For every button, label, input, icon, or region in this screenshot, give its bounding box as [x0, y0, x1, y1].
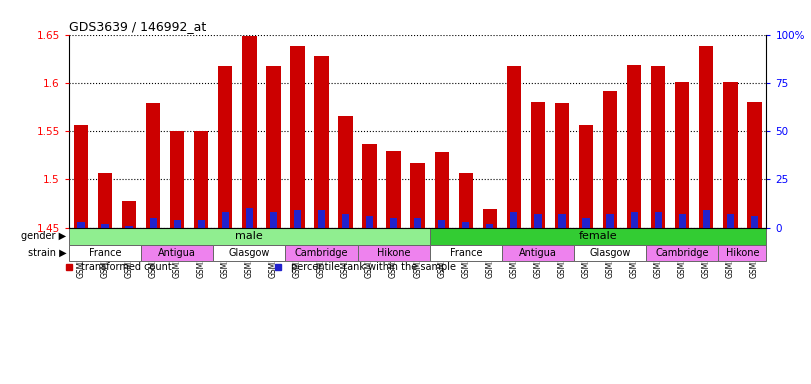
Bar — [198, 220, 205, 228]
Text: Cambridge: Cambridge — [294, 248, 348, 258]
Bar — [699, 46, 714, 228]
Bar — [146, 103, 161, 228]
Bar — [558, 214, 565, 228]
Bar — [747, 102, 762, 228]
Bar — [507, 66, 521, 228]
Bar — [122, 200, 136, 228]
Bar — [627, 65, 642, 228]
Bar — [141, 245, 213, 261]
Bar — [314, 56, 328, 228]
Bar — [719, 245, 766, 261]
Bar — [410, 163, 425, 228]
Bar — [555, 103, 569, 228]
Text: gender ▶: gender ▶ — [21, 232, 67, 242]
Bar — [579, 125, 593, 228]
Bar — [342, 214, 349, 228]
Bar — [675, 82, 689, 228]
Bar — [366, 216, 373, 228]
Text: Antigua: Antigua — [158, 248, 196, 258]
Bar — [502, 245, 574, 261]
Bar — [414, 218, 421, 228]
Bar — [77, 222, 84, 228]
Bar — [358, 245, 430, 261]
Text: strain ▶: strain ▶ — [28, 248, 67, 258]
Text: male: male — [235, 232, 264, 242]
Bar — [462, 222, 470, 228]
Bar — [126, 226, 133, 228]
Bar — [727, 214, 734, 228]
Bar — [751, 216, 758, 228]
Bar — [221, 212, 229, 228]
Bar — [438, 220, 445, 228]
Bar — [69, 228, 430, 245]
Bar — [69, 245, 141, 261]
Bar — [607, 214, 614, 228]
Bar — [651, 66, 665, 228]
Bar — [285, 245, 358, 261]
Bar — [149, 218, 157, 228]
Text: female: female — [579, 232, 617, 242]
Bar — [246, 209, 253, 228]
Bar — [270, 212, 277, 228]
Bar — [679, 214, 686, 228]
Bar — [435, 152, 449, 228]
Bar — [318, 210, 325, 228]
Bar — [386, 151, 401, 228]
Text: France: France — [449, 248, 482, 258]
Bar — [98, 173, 112, 228]
Bar — [363, 144, 377, 228]
Text: Hikone: Hikone — [377, 248, 410, 258]
Bar — [702, 210, 710, 228]
Text: transformed count: transformed count — [81, 262, 172, 272]
Bar — [213, 245, 285, 261]
Text: France: France — [88, 248, 122, 258]
Bar — [174, 220, 181, 228]
Bar — [390, 218, 397, 228]
Bar — [242, 36, 256, 228]
Bar — [101, 224, 109, 228]
Text: GDS3639 / 146992_at: GDS3639 / 146992_at — [69, 20, 206, 33]
Bar — [266, 66, 281, 228]
Text: Glasgow: Glasgow — [229, 248, 270, 258]
Bar — [630, 212, 637, 228]
Bar — [218, 66, 233, 228]
Bar — [338, 116, 353, 228]
Text: percentile rank within the sample: percentile rank within the sample — [290, 262, 456, 272]
Bar — [430, 228, 766, 245]
Bar — [290, 46, 305, 228]
Bar — [723, 82, 737, 228]
Bar — [170, 131, 184, 228]
Text: Antigua: Antigua — [519, 248, 557, 258]
Bar — [458, 173, 473, 228]
Text: Cambridge: Cambridge — [655, 248, 709, 258]
Bar — [530, 102, 545, 228]
Bar — [430, 245, 502, 261]
Text: Glasgow: Glasgow — [590, 248, 631, 258]
Bar — [483, 209, 497, 228]
Bar — [74, 125, 88, 228]
Bar — [294, 210, 301, 228]
Bar — [194, 131, 208, 228]
Bar — [534, 214, 542, 228]
Bar — [487, 224, 493, 228]
Bar — [603, 91, 617, 228]
Bar — [654, 212, 662, 228]
Bar — [510, 212, 517, 228]
Bar — [574, 245, 646, 261]
Bar — [646, 245, 719, 261]
Bar — [582, 218, 590, 228]
Text: Hikone: Hikone — [726, 248, 759, 258]
